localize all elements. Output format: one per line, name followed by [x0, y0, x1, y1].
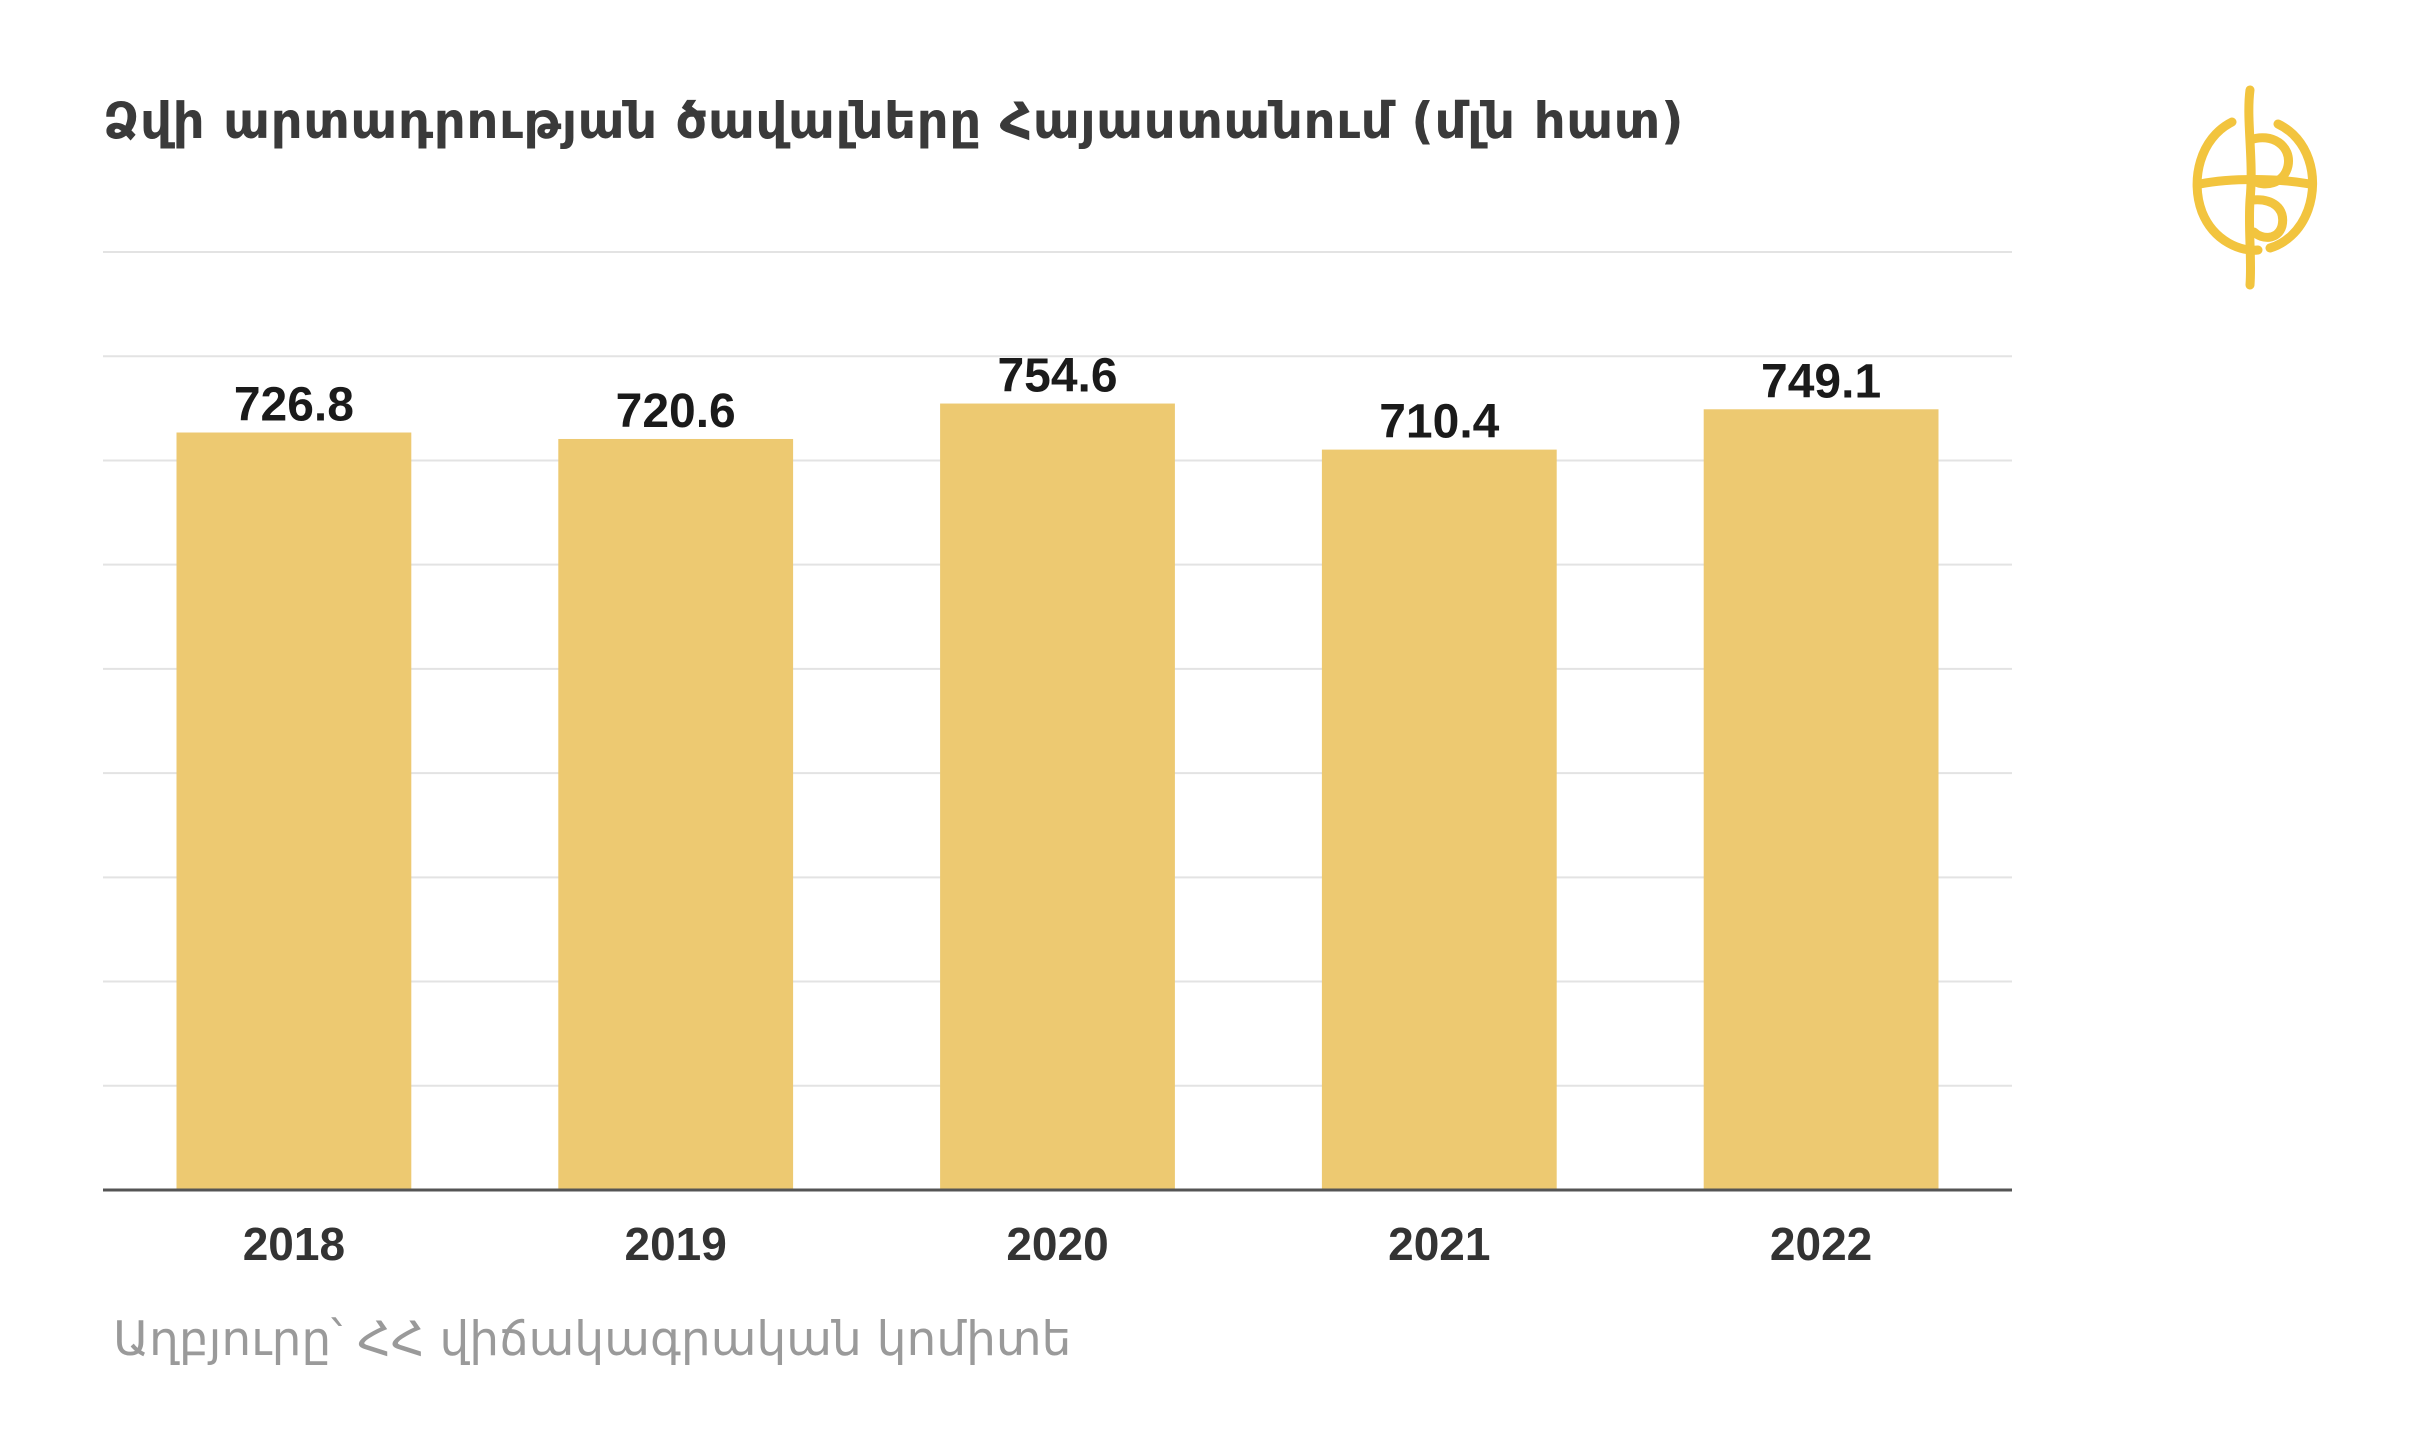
data-labels: 726.8 720.6 754.6 710.4 749.1: [234, 350, 1881, 449]
bar-2018: [176, 432, 412, 1190]
x-tick-label-2018: 2018: [243, 1218, 345, 1270]
data-label-2019: 720.6: [616, 385, 736, 438]
bar-2022: [1703, 409, 1939, 1190]
data-label-2020: 754.6: [997, 350, 1117, 403]
x-tick-label-2020: 2020: [1006, 1218, 1108, 1270]
chart-title: Ձվի արտադրության ծավալները Հայաստանում (…: [103, 92, 1685, 150]
source-note: Աղբյուրը՝ ՀՀ վիճակագրական կոմիտե: [113, 1312, 1072, 1367]
data-label-2021: 710.4: [1379, 396, 1499, 449]
bars: [176, 403, 1939, 1190]
x-tick-label-2021: 2021: [1388, 1218, 1490, 1270]
data-label-2018: 726.8: [234, 379, 354, 432]
bar-2019: [558, 438, 794, 1190]
x-tick-label-2019: 2019: [625, 1218, 727, 1270]
bar-2021: [1321, 449, 1557, 1190]
x-tick-label-2022: 2022: [1770, 1218, 1872, 1270]
globe-emblem-icon: [2192, 85, 2318, 290]
data-label-2022: 749.1: [1761, 355, 1881, 408]
bar-2020: [940, 403, 1175, 1190]
x-tick-labels: 2018 2019 2020 2021 2022: [243, 1218, 1873, 1270]
